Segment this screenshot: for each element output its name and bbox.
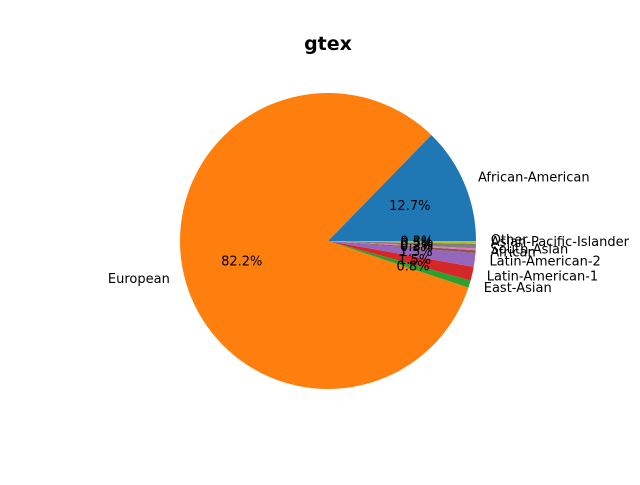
pct-label-east-asian: 0.8%: [396, 259, 429, 274]
pie-slice-african-american: [328, 135, 476, 241]
slice-label-african: African: [490, 245, 535, 260]
pct-label-african: 0.3%: [400, 240, 433, 255]
slice-label-european: European: [108, 272, 170, 287]
slice-label-african-american: African-American: [478, 170, 590, 185]
pie-slice-latin-american-2: [328, 241, 476, 267]
pct-label-european: 82.2%: [221, 255, 262, 270]
pie-slice-african: [328, 241, 476, 254]
pie-slice-latin-american-1: [328, 241, 474, 281]
pct-label-other: 0.5%: [400, 237, 433, 252]
pie-slice-european: [179, 92, 469, 389]
slice-label-asian-pacific-islander: Asian-Pacific-Islander: [491, 235, 630, 250]
slice-label-other: Other: [491, 233, 529, 248]
chart-title: gtex: [304, 33, 352, 55]
pct-label-african-american: 12.7%: [389, 199, 430, 214]
pct-label-latin-american-2: 1.5%: [400, 245, 433, 260]
pie-slice-labels: African-AmericanEuropeanEast-AsianLatin-…: [108, 170, 630, 296]
pct-label-south-asian: 0.2%: [400, 239, 433, 254]
slice-label-east-asian: East-Asian: [484, 281, 552, 296]
pie-slice-east-asian: [328, 241, 471, 288]
pie-slice-asian-pacific-islander: [328, 241, 476, 244]
pie-slice-other: [328, 241, 476, 249]
slice-label-south-asian: South-Asian: [491, 243, 569, 258]
pie-slices: [179, 92, 476, 389]
pct-label-asian-pacific-islander: 0.3%: [400, 234, 433, 249]
pie-percent-labels: 12.7%82.2% 0.8%1.5%1.5%0.3%0.2%0.5%0.3%: [221, 199, 433, 274]
pct-label-latin-american-1: 1.5%: [398, 253, 431, 268]
slice-label-latin-american-2: Latin-American-2: [489, 254, 600, 269]
pie-slice-south-asian: [328, 241, 476, 251]
slice-label-latin-american-1: Latin-American-1: [487, 270, 598, 285]
